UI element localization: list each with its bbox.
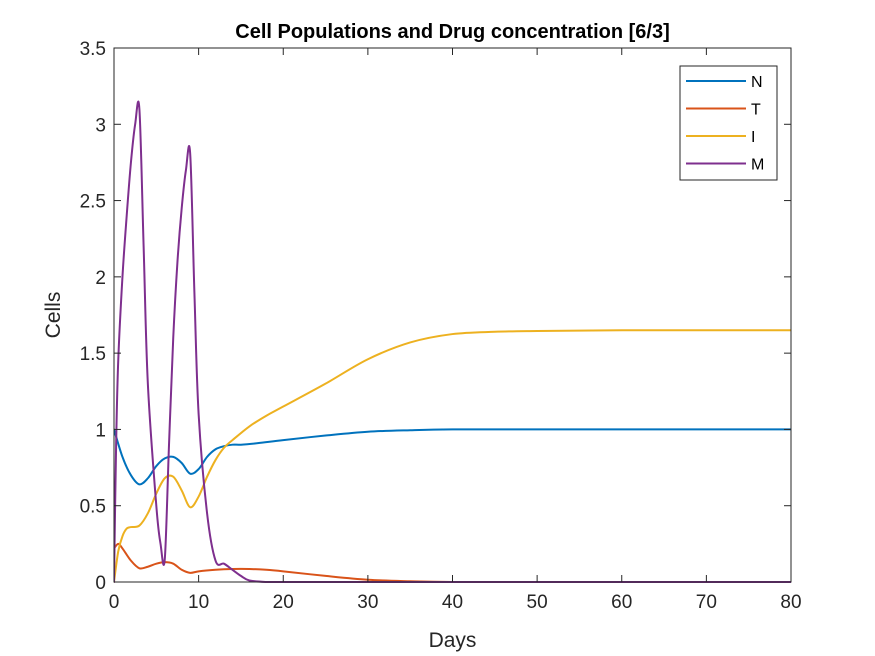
y-tick-label: 3 xyxy=(95,115,106,136)
legend-label-i: I xyxy=(751,129,755,146)
legend-label-m: M xyxy=(751,157,764,174)
y-tick-label: 0 xyxy=(95,573,106,594)
x-tick-label: 70 xyxy=(696,592,717,613)
plot-area xyxy=(114,48,791,582)
series-line-i xyxy=(114,329,791,583)
legend-box xyxy=(679,65,778,181)
x-tick-label: 60 xyxy=(611,592,632,613)
legend-label-t: T xyxy=(751,102,761,119)
x-tick-label: 0 xyxy=(109,592,120,613)
y-tick-label: 2 xyxy=(95,268,106,289)
x-axis-title: Days xyxy=(429,629,477,652)
x-tick-label: 30 xyxy=(357,592,378,613)
legend-label-n: N xyxy=(751,74,763,91)
y-axis-title: Cells xyxy=(42,292,65,339)
x-tick-label: 20 xyxy=(273,592,294,613)
y-tick-label: 3.5 xyxy=(80,39,106,60)
ticks-layer: 0 10 20 30 40 50 60 70 80 0 0.5 1 1.5 2 2.5 3 3.5 xyxy=(80,39,802,613)
x-tick-label: 80 xyxy=(780,592,801,613)
y-tick-label: 2.5 xyxy=(80,192,106,213)
x-tick-label: 40 xyxy=(442,592,463,613)
x-tick-label: 50 xyxy=(527,592,548,613)
series-line-n xyxy=(114,428,791,486)
y-tick-label: 1.5 xyxy=(80,344,106,365)
y-tick-label: 1 xyxy=(95,420,106,441)
y-tick-label: 0.5 xyxy=(80,497,106,518)
chart-title: Cell Populations and Drug concentration … xyxy=(235,21,669,43)
x-tick-label: 10 xyxy=(188,592,209,613)
